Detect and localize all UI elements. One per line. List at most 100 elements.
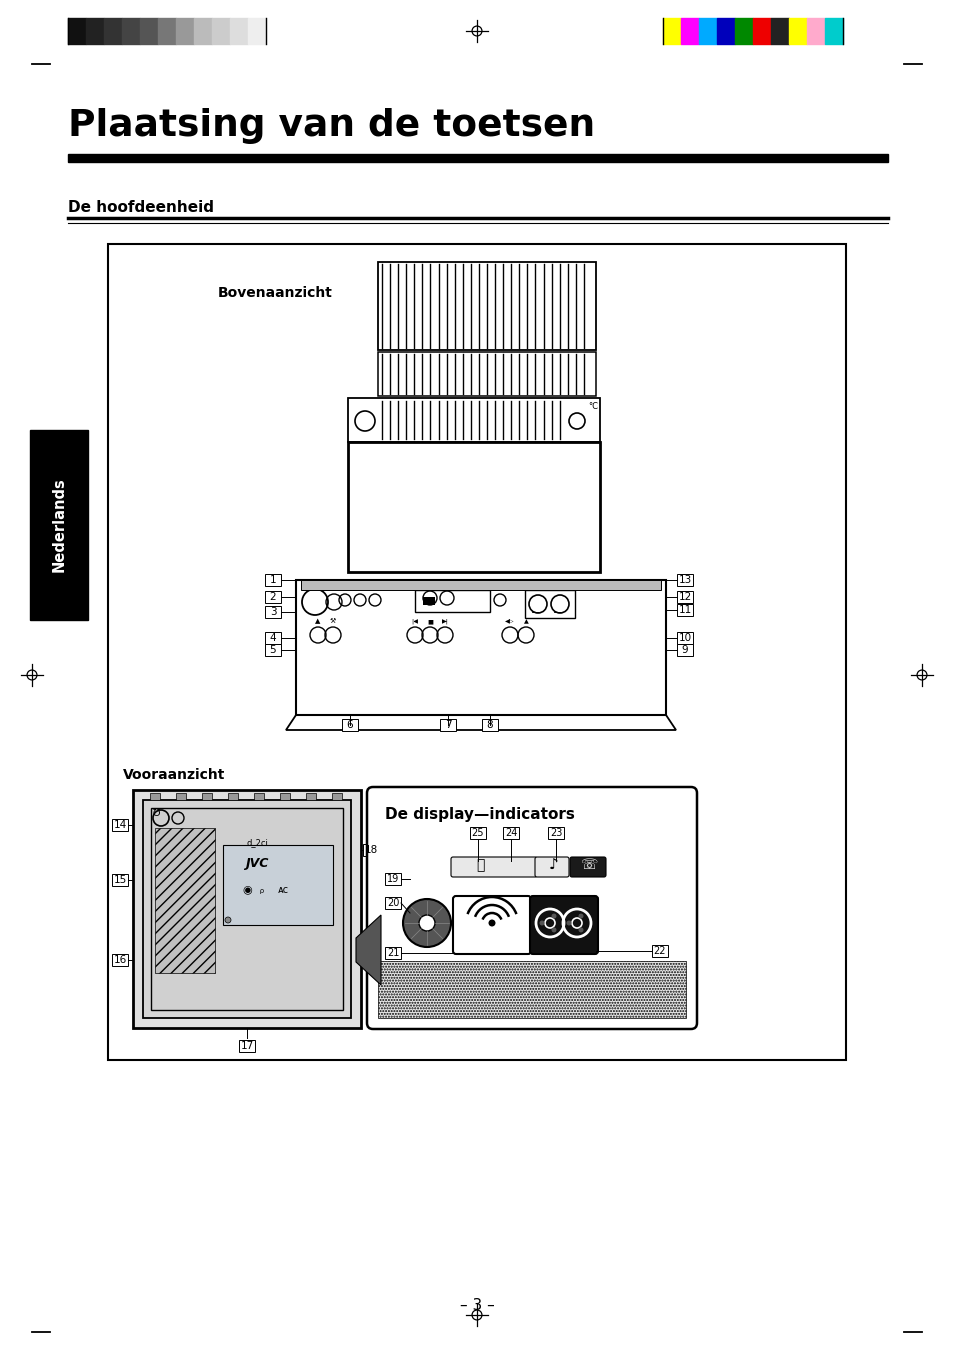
Bar bbox=[547, 827, 563, 839]
Text: ◀▷: ◀▷ bbox=[505, 619, 515, 624]
FancyBboxPatch shape bbox=[453, 896, 531, 954]
Bar bbox=[385, 873, 400, 885]
Text: 13: 13 bbox=[678, 576, 691, 585]
Bar bbox=[770, 18, 788, 45]
Bar bbox=[265, 632, 281, 644]
Bar bbox=[341, 719, 357, 731]
Text: Vooraanzicht: Vooraanzicht bbox=[123, 767, 225, 782]
Text: 17: 17 bbox=[240, 1042, 253, 1051]
Bar bbox=[677, 632, 692, 644]
Bar bbox=[699, 18, 717, 45]
Text: ▲: ▲ bbox=[523, 619, 528, 624]
Bar bbox=[377, 262, 596, 350]
Circle shape bbox=[402, 898, 451, 947]
Text: 20: 20 bbox=[386, 898, 398, 908]
Text: De display—indicators: De display—indicators bbox=[385, 807, 575, 821]
Text: 23: 23 bbox=[549, 828, 561, 838]
Bar bbox=[265, 644, 281, 657]
Circle shape bbox=[568, 413, 584, 430]
Text: 18: 18 bbox=[364, 844, 377, 855]
Bar bbox=[112, 954, 128, 966]
Bar bbox=[385, 947, 400, 959]
Bar bbox=[175, 793, 186, 800]
Bar bbox=[68, 18, 86, 45]
Text: – 3 –: – 3 – bbox=[459, 1298, 494, 1313]
Text: ■: ■ bbox=[427, 619, 433, 624]
Text: ᴀᴄ: ᴀᴄ bbox=[277, 885, 289, 894]
Text: 15: 15 bbox=[113, 875, 127, 885]
Text: d_2ci: d_2ci bbox=[246, 839, 268, 847]
Text: 6: 6 bbox=[346, 720, 353, 730]
FancyBboxPatch shape bbox=[569, 857, 605, 877]
Bar bbox=[788, 18, 806, 45]
Bar bbox=[348, 399, 599, 442]
Bar bbox=[824, 18, 842, 45]
Bar bbox=[385, 897, 400, 909]
Bar bbox=[752, 18, 770, 45]
Text: 16: 16 bbox=[113, 955, 127, 965]
Bar bbox=[481, 719, 497, 731]
Text: 8: 8 bbox=[486, 720, 493, 730]
Bar bbox=[30, 430, 88, 620]
Text: 24: 24 bbox=[504, 828, 517, 838]
Text: 21: 21 bbox=[386, 948, 398, 958]
FancyBboxPatch shape bbox=[530, 896, 598, 954]
Text: ⚒: ⚒ bbox=[330, 617, 335, 624]
Bar bbox=[377, 353, 596, 396]
Bar bbox=[439, 719, 456, 731]
Bar bbox=[143, 800, 351, 1019]
Bar bbox=[306, 793, 315, 800]
FancyBboxPatch shape bbox=[367, 788, 697, 1029]
Text: −: − bbox=[531, 608, 539, 617]
Bar bbox=[108, 245, 845, 1061]
Circle shape bbox=[488, 920, 495, 927]
Text: ⏰: ⏰ bbox=[476, 858, 484, 871]
Circle shape bbox=[566, 920, 571, 925]
Bar bbox=[140, 18, 158, 45]
Text: 2: 2 bbox=[270, 592, 276, 603]
Bar bbox=[158, 18, 175, 45]
Bar bbox=[223, 844, 333, 925]
Circle shape bbox=[418, 915, 435, 931]
Text: 5: 5 bbox=[270, 644, 276, 655]
Bar bbox=[175, 18, 193, 45]
Bar bbox=[677, 574, 692, 586]
Bar bbox=[154, 828, 214, 973]
Bar bbox=[122, 18, 140, 45]
Bar bbox=[212, 18, 230, 45]
Text: Plaatsing van de toetsen: Plaatsing van de toetsen bbox=[68, 108, 595, 145]
Bar bbox=[651, 944, 667, 957]
Text: ◉  ᵨ: ◉ ᵨ bbox=[243, 885, 264, 894]
Bar bbox=[301, 580, 660, 590]
Text: −: − bbox=[553, 608, 561, 617]
Text: ℧: ℧ bbox=[152, 808, 160, 817]
Circle shape bbox=[578, 913, 583, 919]
FancyBboxPatch shape bbox=[535, 857, 568, 877]
Bar bbox=[502, 827, 518, 839]
Bar bbox=[295, 580, 665, 715]
Text: JVC: JVC bbox=[245, 857, 269, 870]
Text: Bovenaanzicht: Bovenaanzicht bbox=[218, 286, 333, 300]
Bar bbox=[150, 793, 160, 800]
Bar bbox=[348, 442, 599, 571]
Circle shape bbox=[539, 920, 544, 925]
Text: 25: 25 bbox=[471, 828, 484, 838]
Text: ♪: ♪ bbox=[549, 858, 558, 873]
Text: 11: 11 bbox=[678, 605, 691, 615]
Bar bbox=[332, 793, 341, 800]
Bar bbox=[230, 18, 248, 45]
Bar bbox=[734, 18, 752, 45]
Text: |◀: |◀ bbox=[411, 619, 418, 624]
PathPatch shape bbox=[355, 915, 380, 985]
FancyBboxPatch shape bbox=[451, 857, 537, 877]
Circle shape bbox=[551, 913, 556, 919]
Text: 1: 1 bbox=[270, 576, 276, 585]
Bar bbox=[132, 790, 360, 1028]
Text: De hoofdeenheid: De hoofdeenheid bbox=[68, 200, 213, 215]
Bar bbox=[377, 961, 685, 1019]
Text: 10: 10 bbox=[678, 634, 691, 643]
Bar bbox=[677, 644, 692, 657]
Circle shape bbox=[578, 927, 583, 932]
Bar bbox=[265, 607, 281, 617]
Bar bbox=[422, 597, 435, 605]
